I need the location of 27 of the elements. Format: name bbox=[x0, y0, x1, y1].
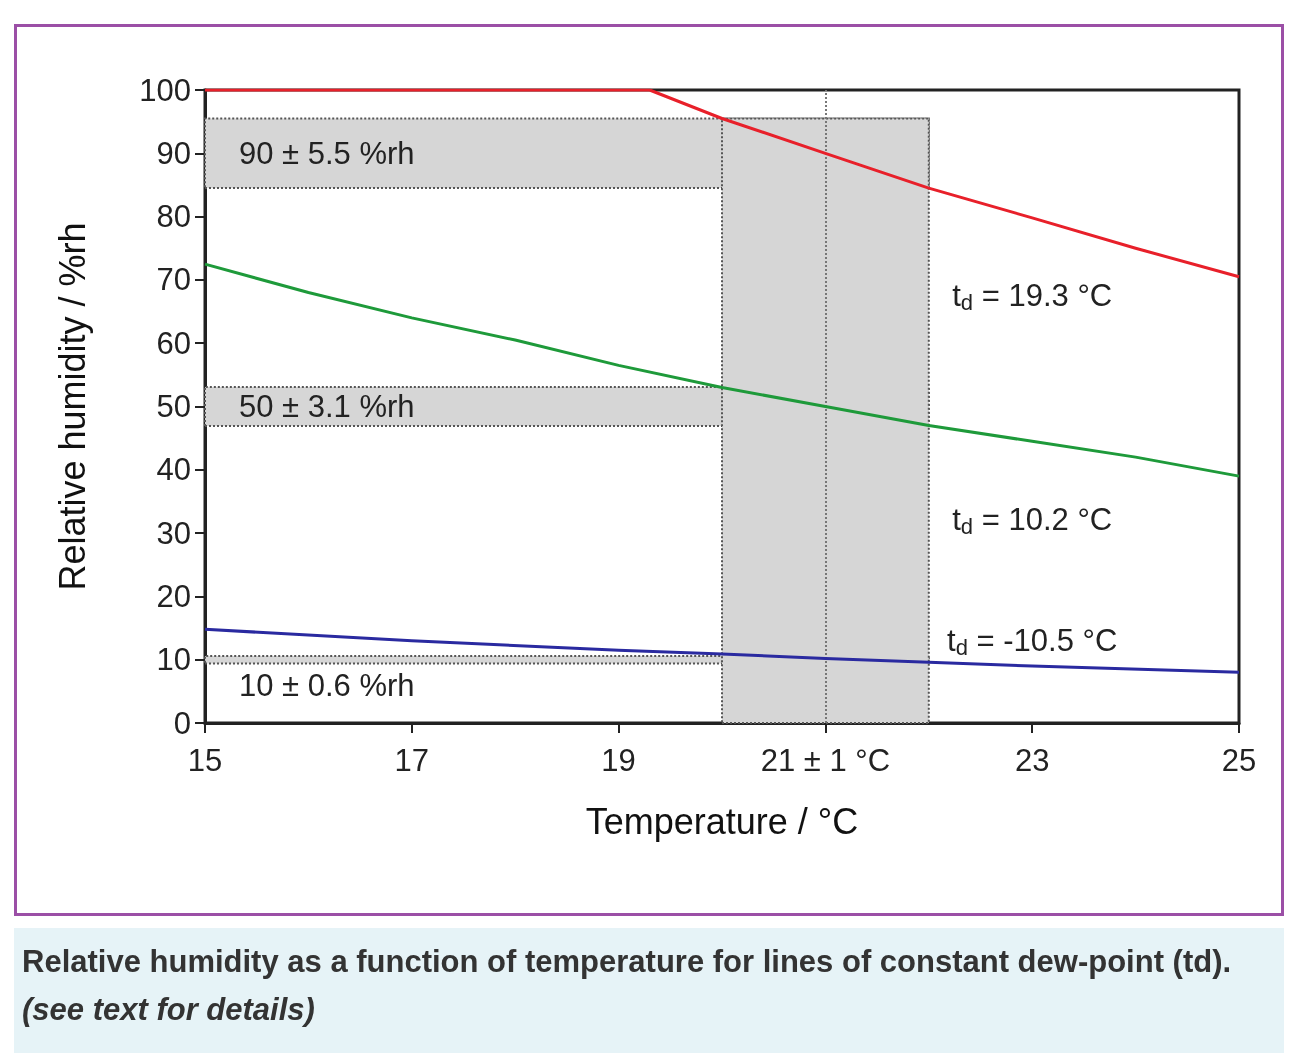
y-tick-label: 50 bbox=[156, 389, 191, 424]
x-tick-label: 23 bbox=[1014, 743, 1050, 778]
x-tick-label: 21 ± 1 °C bbox=[760, 743, 891, 778]
y-tick-label: 40 bbox=[156, 452, 191, 488]
y-tick-label: 90 bbox=[156, 135, 191, 171]
y-tick-label: 30 bbox=[156, 515, 191, 551]
y-tick-label: 100 bbox=[139, 72, 191, 108]
line-series bbox=[203, 88, 1241, 279]
y-tick-label: 0 bbox=[173, 705, 191, 741]
band-label: 50 ± 3.1 %rh bbox=[239, 389, 415, 424]
band-label: 10 ± 0.6 %rh bbox=[239, 668, 415, 704]
text: (see text for details) bbox=[22, 992, 315, 1027]
text: Relative humidity as a function of temperature for lines of constant dew-point (td). bbox=[22, 944, 1232, 979]
y-tick-label: 20 bbox=[156, 578, 191, 614]
y-tick-label: 80 bbox=[156, 199, 191, 235]
y-tick-label: 70 bbox=[156, 262, 191, 298]
y-tick-label: 60 bbox=[156, 325, 191, 361]
x-axis-title: Temperature / °C bbox=[585, 800, 859, 842]
x-tick-label: 19 bbox=[601, 743, 636, 778]
line-series bbox=[203, 627, 1241, 674]
band-label: 90 ± 5.5 %rh bbox=[239, 135, 415, 171]
y-axis-title: Relative humidity / %rh bbox=[51, 222, 93, 591]
x-tick-label: 15 bbox=[187, 743, 223, 778]
line-series bbox=[203, 262, 1241, 478]
x-tick-label: 25 bbox=[1221, 743, 1257, 778]
y-tick-label: 10 bbox=[156, 642, 191, 678]
x-tick-label: 17 bbox=[394, 743, 430, 778]
